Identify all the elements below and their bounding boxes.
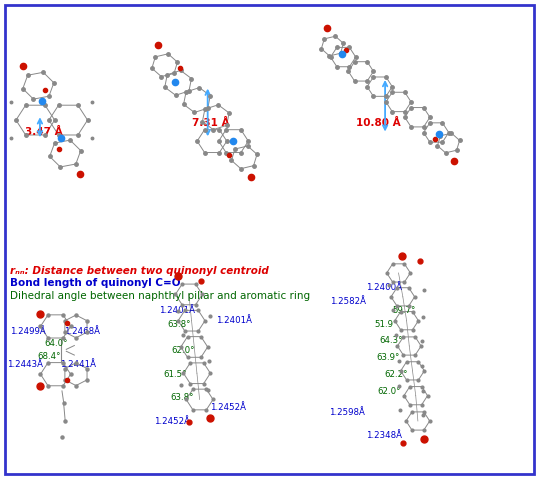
Text: 62.0°: 62.0° bbox=[171, 346, 195, 355]
Text: 1.2443Å: 1.2443Å bbox=[7, 360, 43, 369]
Text: 1.2348Å: 1.2348Å bbox=[367, 431, 402, 440]
Text: 1.2441Å: 1.2441Å bbox=[60, 360, 96, 369]
Text: 62.2°: 62.2° bbox=[384, 370, 408, 379]
Text: 63.8°: 63.8° bbox=[167, 320, 191, 329]
Text: 64.3°: 64.3° bbox=[379, 336, 403, 345]
Text: 1.2452Å: 1.2452Å bbox=[154, 417, 190, 426]
Text: 64.0°: 64.0° bbox=[45, 339, 68, 348]
Text: 1.2598Å: 1.2598Å bbox=[329, 408, 364, 417]
Text: 1.2401Å: 1.2401Å bbox=[160, 306, 195, 315]
Text: rₙₙ: Distance between two quinonyl centroid: rₙₙ: Distance between two quinonyl centr… bbox=[10, 265, 269, 275]
Text: 63.8°: 63.8° bbox=[170, 393, 194, 401]
Text: 1.2582Å: 1.2582Å bbox=[330, 297, 366, 306]
Text: 62.0°: 62.0° bbox=[377, 387, 400, 396]
Text: 51.9°: 51.9° bbox=[374, 320, 398, 329]
Text: 1.2499Å: 1.2499Å bbox=[10, 327, 46, 336]
Text: 7.31 Å: 7.31 Å bbox=[191, 117, 229, 127]
Text: 63.9°: 63.9° bbox=[376, 354, 399, 363]
Text: Dihedral angle between naphthyl pillar and aromatic ring: Dihedral angle between naphthyl pillar a… bbox=[10, 291, 310, 301]
Text: 3.47 Å: 3.47 Å bbox=[25, 127, 63, 137]
Text: 1.2401Å: 1.2401Å bbox=[216, 316, 252, 325]
Text: 1.2400Å: 1.2400Å bbox=[367, 283, 402, 292]
Text: Bond length of quinonyl C=O: Bond length of quinonyl C=O bbox=[10, 278, 181, 288]
Text: 1.2468Å: 1.2468Å bbox=[64, 327, 100, 336]
Text: 68.4°: 68.4° bbox=[37, 352, 61, 361]
Text: 1.2452Å: 1.2452Å bbox=[210, 403, 246, 412]
Text: 59.7°: 59.7° bbox=[392, 306, 416, 315]
Text: 10.80 Å: 10.80 Å bbox=[356, 117, 400, 127]
Text: 61.5°: 61.5° bbox=[164, 370, 187, 379]
